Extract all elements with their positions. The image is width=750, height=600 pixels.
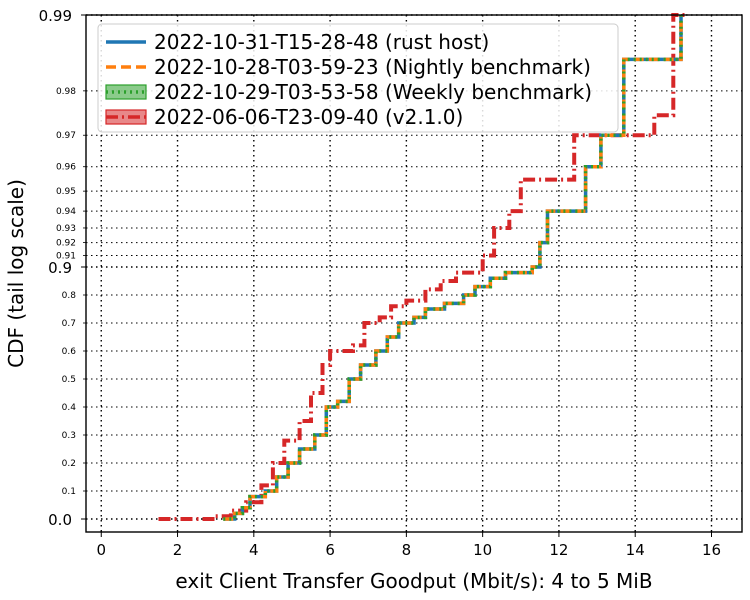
y-minor-tick-label: 0.7 [62, 319, 76, 329]
x-tick-label: 4 [249, 541, 259, 559]
x-axis-label: exit Client Transfer Goodput (Mbit/s): 4… [175, 569, 652, 593]
x-tick-label: 16 [702, 541, 721, 559]
series-lines [158, 13, 685, 521]
y-tick-label: 0.0 [48, 511, 72, 529]
y-minor-tick-label: 0.94 [56, 207, 76, 217]
plot-frame [85, 14, 743, 533]
legend-label-0: 2022-10-31-T15-28-48 (rust host) [154, 30, 489, 54]
y-minor-tick-label: 0.92 [56, 239, 76, 249]
x-tick-label: 2 [173, 541, 183, 559]
series-line-2 [223, 15, 683, 521]
y-tick-label: 0.9 [48, 259, 72, 277]
legend: 2022-10-31-T15-28-48 (rust host)2022-10-… [97, 23, 619, 133]
y-tick-label: 0.99 [39, 7, 72, 25]
y-minor-tick-label: 0.6 [62, 347, 77, 357]
x-tick-label: 6 [325, 541, 335, 559]
y-minor-tick-label: 0.3 [62, 431, 76, 441]
y-minor-tick-label: 0.1 [62, 487, 76, 497]
y-minor-tick-label: 0.4 [62, 403, 77, 413]
y-minor-tick-label: 0.97 [56, 131, 76, 141]
y-minor-tick-label: 0.5 [62, 375, 76, 385]
x-tick-label: 12 [549, 541, 568, 559]
x-tick-label: 8 [402, 541, 412, 559]
legend-label-2: 2022-10-29-T03-53-58 (Weekly benchmark) [154, 80, 592, 104]
x-tick-label: 14 [626, 541, 645, 559]
y-minor-tick-label: 0.8 [62, 291, 77, 301]
legend-label-1: 2022-10-28-T03-59-23 (Nightly benchmark) [154, 55, 591, 79]
y-minor-tick-label: 0.91 [56, 251, 76, 261]
x-tick-label: 0 [96, 541, 106, 559]
y-minor-tick-label: 0.96 [56, 163, 76, 173]
x-tick-label: 10 [473, 541, 492, 559]
y-minor-tick-label: 0.93 [56, 224, 76, 234]
y-minor-tick-label: 0.2 [62, 459, 76, 469]
y-axis-label: CDF (tail log scale) [4, 179, 28, 368]
y-minor-tick-label: 0.95 [56, 187, 76, 197]
axis-ticks: 0 2 4 6 8 10 12 14 16 0.0 0.9 0.99 0.1 0.2 0.3 0.4 0.5 0.… [39, 7, 721, 559]
y-minor-tick-label: 0.98 [56, 87, 76, 97]
series-line-3 [158, 13, 685, 521]
legend-label-3: 2022-06-06-T23-09-40 (v2.1.0) [154, 105, 463, 129]
legend-box [97, 23, 619, 133]
